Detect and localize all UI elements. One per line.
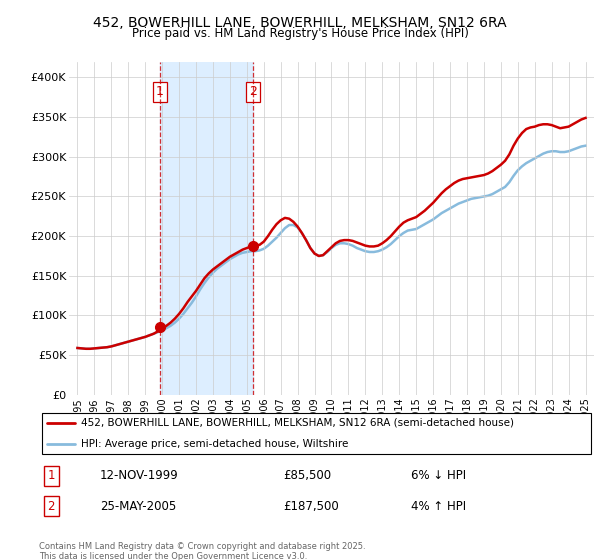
Text: 452, BOWERHILL LANE, BOWERHILL, MELKSHAM, SN12 6RA: 452, BOWERHILL LANE, BOWERHILL, MELKSHAM… bbox=[93, 16, 507, 30]
Text: 6% ↓ HPI: 6% ↓ HPI bbox=[411, 469, 466, 482]
Text: £187,500: £187,500 bbox=[283, 500, 339, 512]
FancyBboxPatch shape bbox=[42, 413, 591, 454]
Text: 1: 1 bbox=[47, 469, 55, 482]
Text: HPI: Average price, semi-detached house, Wiltshire: HPI: Average price, semi-detached house,… bbox=[80, 439, 348, 449]
Text: 4% ↑ HPI: 4% ↑ HPI bbox=[411, 500, 466, 512]
Bar bbox=[160, 62, 253, 395]
Text: Price paid vs. HM Land Registry's House Price Index (HPI): Price paid vs. HM Land Registry's House … bbox=[131, 27, 469, 40]
Text: 2: 2 bbox=[47, 500, 55, 512]
Text: 25-MAY-2005: 25-MAY-2005 bbox=[100, 500, 176, 512]
Text: 1: 1 bbox=[156, 86, 164, 99]
Text: Contains HM Land Registry data © Crown copyright and database right 2025.
This d: Contains HM Land Registry data © Crown c… bbox=[39, 542, 365, 560]
Text: £85,500: £85,500 bbox=[283, 469, 331, 482]
Text: 12-NOV-1999: 12-NOV-1999 bbox=[100, 469, 179, 482]
Text: 452, BOWERHILL LANE, BOWERHILL, MELKSHAM, SN12 6RA (semi-detached house): 452, BOWERHILL LANE, BOWERHILL, MELKSHAM… bbox=[80, 418, 514, 428]
Text: 2: 2 bbox=[250, 86, 257, 99]
